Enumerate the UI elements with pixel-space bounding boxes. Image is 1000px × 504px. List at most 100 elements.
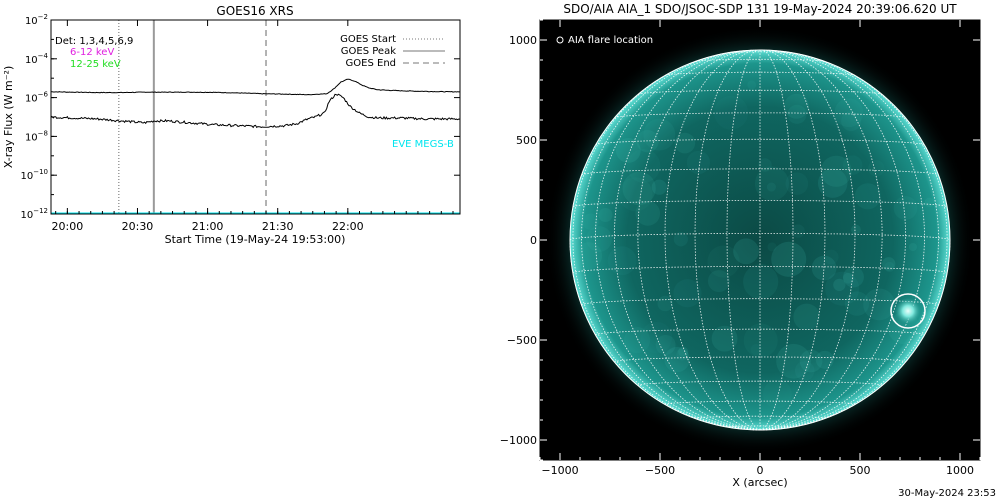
goes-xrs-panel: GOES16 XRS X-ray Flux (W m⁻²) Start Time… bbox=[2, 4, 461, 246]
x-tick-label: −1000 bbox=[541, 464, 578, 477]
emission-patch bbox=[844, 291, 870, 316]
y-tick-label: 10−6 bbox=[25, 91, 49, 105]
emission-patch bbox=[711, 325, 738, 352]
flare-brightening bbox=[894, 297, 922, 325]
emission-patch bbox=[833, 278, 846, 292]
emission-patch bbox=[854, 183, 881, 210]
emission-patch bbox=[624, 327, 651, 354]
goes-axes: 10−12 10−10 10−8 10−6 10−4 10−2 20:00 20:30 21:0… bbox=[20, 13, 461, 233]
emission-patch bbox=[825, 271, 860, 306]
x-tick-label: 21:30 bbox=[262, 220, 294, 233]
y-tick-label: −1000 bbox=[500, 434, 537, 447]
emission-patch bbox=[766, 182, 776, 192]
longitude-line bbox=[759, 49, 883, 431]
latitude-line bbox=[638, 89, 882, 95]
latitude-line bbox=[726, 425, 794, 428]
longitude-line bbox=[759, 53, 948, 431]
longitude-line bbox=[614, 49, 761, 431]
emission-patch bbox=[733, 238, 759, 265]
flare-location-circle bbox=[890, 293, 926, 329]
emission-patch bbox=[811, 255, 837, 281]
emission-patch bbox=[618, 177, 653, 212]
longitude-line bbox=[637, 49, 761, 431]
goes-x-axis-label: Start Time (19-May-24 19:53:00) bbox=[165, 233, 346, 246]
y-tick-label: 1000 bbox=[509, 34, 537, 47]
latitude-line bbox=[572, 200, 948, 208]
footer-timestamp: 30-May-2024 23:53 bbox=[898, 488, 996, 499]
x-tick-label: 21:00 bbox=[192, 220, 224, 233]
emission-patch bbox=[841, 111, 861, 131]
y-tick-label: 10−12 bbox=[20, 207, 48, 221]
emission-patch bbox=[655, 334, 676, 355]
latitude-line bbox=[665, 71, 855, 76]
emission-patch bbox=[598, 207, 613, 223]
longitude-line bbox=[759, 49, 794, 431]
emission-patch bbox=[820, 155, 852, 187]
emission-patch bbox=[615, 138, 641, 163]
emission-patch bbox=[674, 132, 696, 154]
emission-patch bbox=[673, 232, 688, 247]
x-tick-label: 20:00 bbox=[52, 220, 84, 233]
detectors-label: Det: 1,3,4,5,6,9 bbox=[55, 36, 133, 47]
emission-patch bbox=[799, 349, 823, 373]
emission-patch bbox=[586, 226, 613, 252]
emission-patch bbox=[607, 246, 637, 276]
goes-title: GOES16 XRS bbox=[216, 4, 293, 18]
solar-active-regions bbox=[575, 80, 935, 409]
y-tick-label: 10−4 bbox=[25, 52, 49, 66]
aia-image-panel: SDO/AIA AIA_1 SDO/JSOC-SDP 131 19-May-20… bbox=[500, 2, 981, 489]
emission-patch bbox=[657, 295, 673, 312]
emission-patch bbox=[908, 242, 917, 252]
longitude-line bbox=[759, 49, 856, 431]
solar-limb bbox=[569, 49, 951, 431]
emission-patch bbox=[762, 379, 792, 409]
x-tick-label: 1000 bbox=[946, 464, 974, 477]
goes-series-0 bbox=[51, 78, 460, 96]
aia-legend-label: AIA flare location bbox=[568, 35, 653, 46]
goes-plot-area bbox=[51, 20, 460, 214]
y-tick-label: 500 bbox=[516, 134, 537, 147]
legend-energy-band: 6-12 keV bbox=[70, 47, 114, 58]
emission-patch bbox=[758, 158, 772, 172]
emission-patch bbox=[868, 160, 885, 177]
emission-patch bbox=[851, 224, 861, 235]
emission-patch bbox=[815, 350, 834, 369]
legend-marker-label: GOES Peak bbox=[341, 46, 396, 57]
emission-patch bbox=[747, 80, 757, 90]
goes-series-1 bbox=[51, 93, 460, 129]
x-tick-label: 20:30 bbox=[122, 220, 154, 233]
emission-patch bbox=[842, 272, 854, 284]
emission-patch bbox=[743, 323, 778, 358]
emission-patch bbox=[784, 93, 809, 119]
emission-patch bbox=[793, 303, 820, 331]
x-tick-label: 22:00 bbox=[332, 220, 364, 233]
emission-patch bbox=[791, 224, 805, 238]
emission-patch bbox=[881, 257, 896, 271]
emission-patch bbox=[750, 344, 762, 356]
emission-patch bbox=[640, 321, 673, 354]
longitude-line bbox=[694, 49, 761, 431]
legend-marker-label: GOES End bbox=[346, 58, 396, 69]
legend-marker-label: GOES Start bbox=[340, 34, 396, 45]
y-tick-label: 10−2 bbox=[25, 13, 48, 27]
emission-patch bbox=[754, 166, 790, 201]
latitude-line bbox=[595, 138, 925, 146]
emission-patch bbox=[817, 168, 848, 198]
latitude-line bbox=[664, 400, 856, 405]
longitude-line bbox=[759, 49, 925, 431]
latitude-line bbox=[581, 168, 939, 176]
emission-patch bbox=[743, 264, 779, 300]
emission-patch bbox=[863, 288, 896, 321]
aia-x-axis-label: X (arcsec) bbox=[732, 476, 787, 489]
emission-patch bbox=[707, 245, 740, 278]
x-tick-label: 500 bbox=[850, 464, 871, 477]
emission-patch bbox=[794, 360, 815, 381]
emission-patch bbox=[635, 201, 661, 226]
emission-patch bbox=[924, 197, 935, 208]
emission-patch bbox=[626, 149, 661, 183]
aia-legend: AIA flare location bbox=[556, 35, 653, 46]
x-tick-label: −500 bbox=[645, 464, 675, 477]
y-tick-label: 0 bbox=[530, 234, 537, 247]
